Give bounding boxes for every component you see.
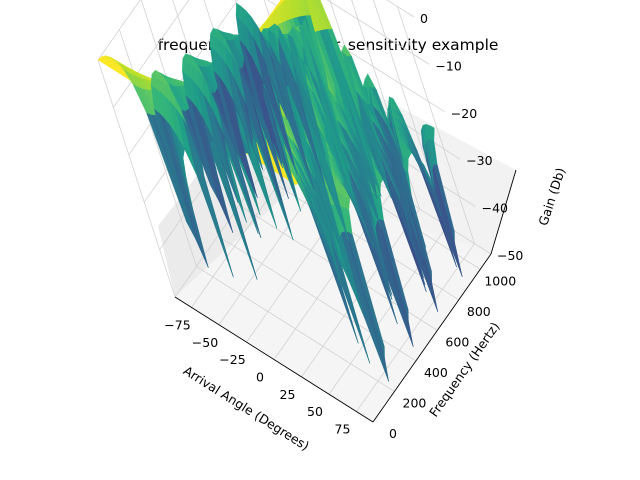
surface-facet: [302, 0, 311, 16]
x-axis-line: [174, 296, 374, 423]
x-tick-labels: −75−50−25 0 25 50 75: [164, 317, 350, 436]
y-tick-label: 1000: [484, 273, 516, 288]
y-tick-label: 400: [424, 365, 448, 380]
x-tick-label: −25: [219, 352, 245, 367]
z-tick-label: −20: [451, 106, 477, 121]
surface-facet: [286, 0, 294, 20]
z-axis-line: [490, 169, 517, 255]
surface-facet: [279, 0, 284, 6]
y-axis-line: [372, 253, 492, 423]
z-tick-label: −30: [466, 153, 492, 168]
z-axis-label: Gain (Db): [535, 166, 568, 228]
z-gridline: [97, 0, 415, 61]
y-tick-label: 800: [467, 304, 491, 319]
surface-facet: [282, 0, 285, 3]
z-tick-label: −50: [497, 248, 523, 263]
z-gridline: [113, 0, 430, 108]
y-tick-label: 0: [389, 426, 397, 441]
surface-facet: [289, 0, 298, 19]
y-tick-labels: 0 200 400 600 800 1000: [389, 273, 516, 441]
x-tick-label: 75: [335, 422, 351, 437]
surface-facet: [294, 0, 302, 18]
surface-facet: [429, 125, 435, 141]
x-tick-label: 0: [256, 370, 264, 385]
x-tick-label: 25: [280, 387, 296, 402]
y-tick-label: 600: [445, 334, 469, 349]
surface-plot: [97, 0, 463, 382]
z-tick-label: 0: [420, 11, 428, 26]
y-tick-label: 200: [403, 395, 427, 410]
x-axis-label: Arrival Angle (Degrees): [181, 363, 312, 454]
x-tick-label: −75: [164, 317, 190, 332]
surface-facet: [282, 0, 290, 22]
z-tick-label: −10: [435, 58, 461, 73]
z-tick-label: −40: [482, 201, 508, 216]
surface-facet: [426, 124, 431, 140]
surface-facet: [298, 0, 307, 17]
x-tick-label: 50: [307, 404, 323, 419]
axes-lines: [174, 169, 517, 423]
z-tick-labels: 0 −10 −20 −30 −40 −50: [420, 11, 523, 263]
x-tick-label: −50: [192, 335, 218, 350]
